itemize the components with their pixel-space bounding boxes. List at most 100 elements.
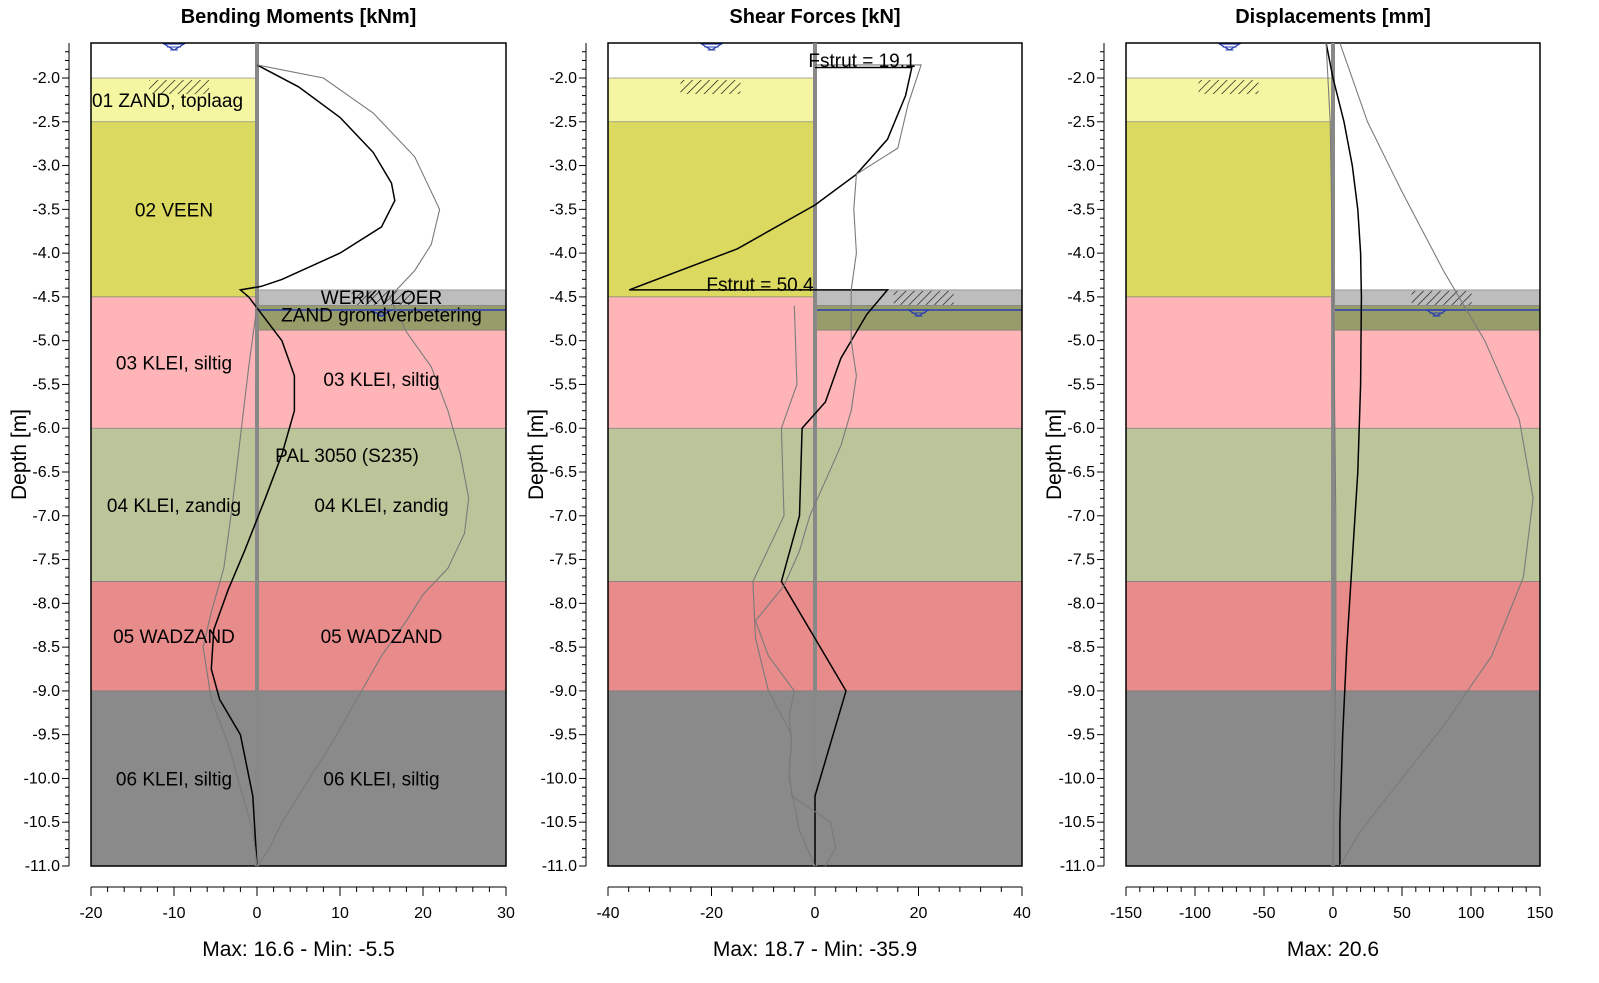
soil-layer-left [90, 581, 258, 692]
y-tick-label: -10.5 [24, 814, 61, 831]
y-tick-label: -9.0 [1067, 683, 1095, 700]
panel-1: -2.0 -2.5 -3.0 -3.5 -4.0 -4.5 -5.0 -5.5 -6.0 -6.5… [8, 6, 515, 961]
y-tick-label: -11.0 [25, 858, 60, 875]
y-tick-label: -6.0 [32, 420, 60, 437]
y-tick-label: -2.5 [32, 114, 60, 131]
y-tick-label: -10.0 [24, 770, 61, 787]
soil-layer-left [607, 121, 816, 298]
y-tick-label: -7.5 [32, 552, 60, 569]
y-tick-label: -7.0 [1067, 508, 1095, 525]
soil-layer-right [814, 427, 1023, 582]
x-tick-label: 10 [331, 905, 349, 922]
y-tick-label: -7.5 [549, 552, 577, 569]
y-tick-label: -8.5 [549, 639, 577, 656]
soil-layer-left [90, 690, 258, 867]
series-line-3 [752, 305, 816, 867]
y-tick-label: -9.5 [1067, 727, 1095, 744]
y-tick-label: -6.5 [1067, 464, 1095, 481]
plot-frame [90, 42, 507, 867]
soil-layer-left [607, 690, 816, 867]
y-tick-label: -3.0 [32, 158, 60, 175]
soil-layer-left [1125, 296, 1334, 429]
wall-label: PAL 3050 (S235) [275, 446, 419, 467]
y-tick-label: -5.0 [32, 333, 60, 350]
y-tick-label: -6.5 [549, 464, 577, 481]
soil-layer-left [607, 296, 816, 429]
y-tick-label: -5.5 [549, 376, 577, 393]
y-axis-label: Depth [m] [1043, 409, 1066, 500]
soil-layer-right [1332, 581, 1541, 692]
layer-label-left: 01 ZAND, toplaag [92, 91, 243, 112]
soil-layer-left [607, 581, 816, 692]
layer-label-right: ZAND grondverbetering [281, 306, 482, 327]
soil-layer-left [90, 427, 258, 582]
y-tick-label: -5.5 [32, 376, 60, 393]
soil-layer-right [1332, 690, 1541, 867]
y-tick-label: -9.5 [32, 727, 60, 744]
layer-label-right: WERKVLOER [321, 288, 442, 309]
strut-force-label: Fstrut = 19.1 [808, 51, 915, 72]
series-line-1 [1325, 42, 1363, 866]
soil-layer-right [814, 581, 1023, 692]
y-tick-label: -2.5 [1067, 114, 1095, 131]
y-tick-label: -2.0 [32, 70, 60, 87]
x-tick-label: 100 [1458, 905, 1485, 922]
layer-label-right: 05 WADZAND [321, 627, 443, 648]
y-tick-label: -2.0 [549, 70, 577, 87]
chart-title: Displacements [mm] [1235, 6, 1431, 28]
soil-layer-right [814, 329, 1023, 429]
series-line-2 [256, 64, 470, 867]
soil-layer-right [1332, 329, 1541, 429]
x-tick-label: 0 [811, 905, 820, 922]
ground-hatch-left [1198, 80, 1259, 95]
x-tick-label: 20 [414, 905, 432, 922]
y-tick-label: -8.0 [1067, 595, 1095, 612]
panel-2: -2.0 -2.5 -3.0 -3.5 -4.0 -4.5 -5.0 -5.5 -6.0 -6.5… [525, 6, 1031, 961]
x-tick-label: 50 [1393, 905, 1411, 922]
series-line-3 [1325, 42, 1337, 867]
y-tick-label: -4.5 [32, 289, 60, 306]
ground-hatch-right [351, 290, 412, 305]
y-tick-label: -7.0 [32, 508, 60, 525]
strut-force-label: Fstrut = 50.4 [706, 275, 814, 296]
y-tick-label: -7.5 [1067, 552, 1095, 569]
y-tick-label: -3.0 [1067, 158, 1095, 175]
y-tick-label: -11.0 [542, 858, 577, 875]
y-tick-label: -6.0 [1067, 420, 1095, 437]
y-tick-label: -10.0 [541, 770, 578, 787]
y-tick-label: -8.0 [549, 595, 577, 612]
ground-hatch-right [893, 290, 954, 305]
y-tick-label: -3.5 [1067, 201, 1095, 218]
chart-title: Shear Forces [kN] [729, 6, 900, 28]
footer-text: Max: 20.6 [1287, 938, 1379, 961]
soil-layer-right [1332, 427, 1541, 582]
y-tick-label: -4.5 [549, 289, 577, 306]
y-tick-label: -11.0 [1060, 858, 1095, 875]
y-tick-label: -5.5 [1067, 376, 1095, 393]
layer-label-left: 06 KLEI, siltig [116, 769, 232, 790]
layer-label-left: 04 KLEI, zandig [107, 496, 241, 517]
panel-3: -2.0 -2.5 -3.0 -3.5 -4.0 -4.5 -5.0 -5.5 -6.0 -6.5… [1043, 6, 1553, 961]
y-axis-label: Depth [m] [8, 409, 31, 500]
layer-label-right: 03 KLEI, siltig [323, 370, 439, 391]
y-tick-label: -6.0 [549, 420, 577, 437]
soil-layer-right [256, 329, 507, 429]
y-tick-label: -2.0 [1067, 70, 1095, 87]
layer-label-right: 06 KLEI, siltig [323, 769, 439, 790]
ground-hatch-right [1411, 290, 1472, 305]
footer-text: Max: 16.6 - Min: -5.5 [202, 938, 395, 961]
x-tick-label: -20 [700, 905, 723, 922]
soil-layer-left [1125, 121, 1334, 298]
series-line-1 [628, 66, 913, 866]
y-tick-label: -8.5 [32, 639, 60, 656]
y-tick-label: -6.5 [32, 464, 60, 481]
y-tick-label: -4.5 [1067, 289, 1095, 306]
y-tick-label: -4.0 [32, 245, 60, 262]
x-tick-label: 20 [910, 905, 928, 922]
y-tick-label: -5.0 [1067, 333, 1095, 350]
x-tick-label: 150 [1527, 905, 1554, 922]
x-tick-label: -20 [79, 905, 102, 922]
y-tick-label: -3.0 [549, 158, 577, 175]
y-tick-label: -4.0 [1067, 245, 1095, 262]
ground-hatch-left [149, 80, 210, 95]
